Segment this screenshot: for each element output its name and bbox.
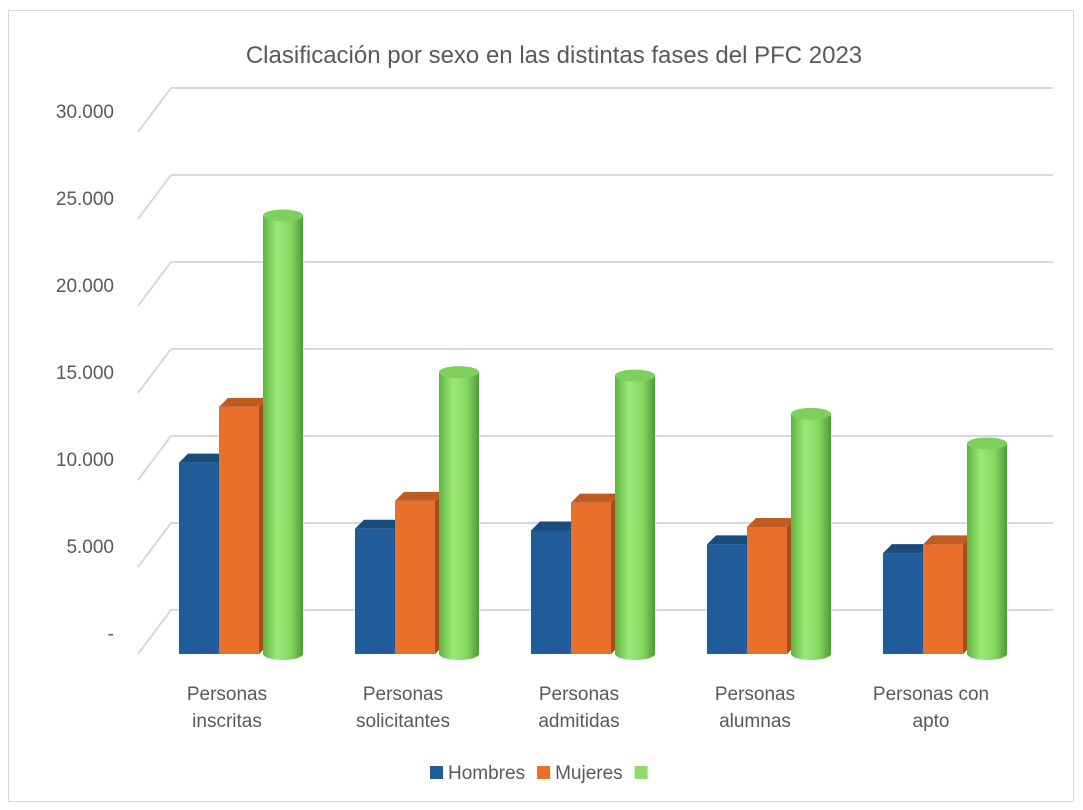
- bar-top: [923, 535, 972, 545]
- bar-top: [179, 453, 228, 463]
- legend-label: Hombres: [448, 763, 525, 784]
- bar: [615, 369, 655, 660]
- y-tick-label: 25.000: [56, 189, 114, 210]
- bar-top: [531, 521, 580, 531]
- y-tick-label: 10.000: [56, 450, 114, 471]
- bar: [219, 397, 268, 654]
- bar-front: [707, 544, 747, 654]
- bar-top: [219, 397, 268, 407]
- gridline-depth: [137, 174, 172, 220]
- bar-top: [791, 407, 831, 420]
- bar: [747, 517, 796, 654]
- bar-chart: Clasificación por sexo en las distintas …: [56, 42, 1053, 784]
- y-tick-label: 20.000: [56, 276, 114, 297]
- legend-label: Mujeres: [555, 763, 623, 784]
- bar: [571, 493, 620, 654]
- bar-front: [747, 526, 787, 654]
- bar: [395, 491, 444, 654]
- bar-top: [571, 493, 620, 503]
- bar: [923, 535, 972, 654]
- bar-front: [355, 528, 395, 654]
- y-tick-label: 5.000: [66, 537, 114, 558]
- bar-front: [219, 406, 259, 654]
- bar-body: [967, 443, 1007, 660]
- bar-top: [707, 535, 756, 545]
- bar-front: [923, 544, 963, 654]
- bar: [439, 366, 479, 660]
- y-tick-label: 30.000: [56, 102, 114, 123]
- bar-body: [615, 375, 655, 660]
- category-labels: Personas inscritas Personas solicitantes Per…: [187, 684, 989, 732]
- bar-front: [571, 502, 611, 654]
- bar-top: [355, 519, 404, 529]
- gridline-depth: [137, 348, 172, 394]
- chart-title: Clasificación por sexo en las distintas …: [246, 42, 862, 69]
- bar-front: [883, 553, 923, 654]
- bar-top: [883, 544, 932, 554]
- y-tick-label: 15.000: [56, 363, 114, 384]
- bar: [263, 209, 303, 660]
- bar-body: [263, 215, 303, 660]
- category-label: Personas con apto: [873, 684, 989, 732]
- grid-layer: - 5.000 10.000 15.000 20.000 25.000 30.000: [56, 87, 1053, 655]
- legend-swatch: [430, 766, 443, 779]
- y-tick-label: -: [108, 624, 114, 645]
- bar: [967, 437, 1007, 660]
- bar-top: [439, 366, 479, 379]
- legend: Hombres Mujeres: [430, 763, 648, 784]
- category-label: Personas solicitantes: [356, 684, 450, 732]
- bar-top: [967, 437, 1007, 450]
- gridline-depth: [137, 522, 172, 568]
- gridline-depth: [137, 261, 172, 307]
- category-label: Personas inscritas: [187, 684, 267, 732]
- bar: [791, 407, 831, 660]
- bar-front: [179, 462, 219, 654]
- bar-front: [395, 500, 435, 654]
- legend-swatch: [537, 766, 551, 779]
- bar-body: [791, 413, 831, 660]
- bar-front: [531, 530, 571, 654]
- gridline-depth: [137, 87, 172, 133]
- chart-area: Clasificación por sexo en las distintas …: [8, 10, 1074, 802]
- bar-top: [395, 491, 444, 501]
- category-label: Personas admitidas: [538, 684, 619, 732]
- legend-swatch: [634, 766, 648, 779]
- bar-top: [615, 369, 655, 382]
- bar-top: [263, 209, 303, 222]
- bars-layer: [179, 209, 1007, 660]
- gridline-depth: [137, 435, 172, 481]
- category-label: Personas alumnas: [715, 684, 795, 732]
- bar-body: [439, 372, 479, 660]
- gridline-depth: [137, 609, 172, 655]
- bar-top: [747, 517, 796, 527]
